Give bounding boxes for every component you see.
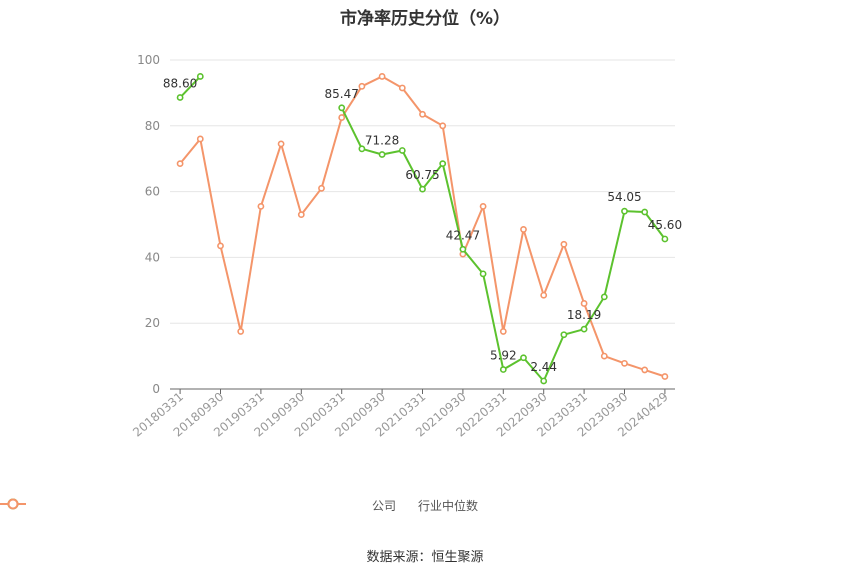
data-point	[338, 114, 346, 121]
data-label: 60.75	[405, 168, 439, 182]
data-point	[358, 145, 366, 153]
data-point	[338, 104, 346, 112]
data-point	[439, 122, 447, 130]
data-label: 2.44	[530, 360, 557, 374]
data-point	[358, 82, 366, 90]
data-point	[621, 207, 628, 215]
data-point	[621, 359, 628, 367]
data-point	[661, 373, 669, 380]
data-point	[196, 73, 204, 80]
legend-item-company[interactable]: 公司	[0, 497, 396, 514]
data-point	[479, 203, 487, 210]
chart-legend[interactable]: 公司 行业中位数	[0, 497, 850, 514]
data-label: 45.60	[648, 218, 682, 232]
series-line	[179, 75, 202, 99]
data-point	[459, 245, 467, 253]
data-label: 85.47	[325, 87, 359, 101]
series-line	[179, 75, 666, 378]
data-point	[499, 328, 507, 335]
data-point	[560, 331, 568, 339]
data-label: 71.28	[365, 133, 399, 147]
data-point	[297, 211, 305, 219]
data-point	[378, 151, 386, 158]
legend-item-industry-median[interactable]: 行业中位数	[0, 497, 479, 514]
series-line	[340, 107, 666, 382]
data-label: 88.60	[163, 77, 197, 91]
data-point	[277, 140, 285, 148]
data-point	[176, 160, 184, 168]
data-point	[479, 270, 487, 278]
data-point	[217, 242, 224, 250]
data-label: 18.19	[567, 308, 601, 322]
data-point	[520, 226, 527, 233]
y-tick-label: 40	[145, 250, 160, 264]
data-point	[580, 325, 588, 333]
data-point	[540, 377, 548, 385]
y-tick-label: 0	[152, 382, 160, 396]
y-tick-label: 100	[137, 53, 160, 67]
data-point	[540, 291, 548, 299]
data-point	[196, 135, 204, 143]
data-source-note: 数据来源：恒生聚源	[366, 550, 484, 565]
data-point	[499, 366, 507, 373]
data-point	[318, 184, 325, 192]
data-point	[661, 235, 669, 243]
data-point	[378, 73, 386, 80]
legend-label-company: 公司	[371, 499, 396, 513]
legend-marker-industry-median-icon	[0, 498, 26, 510]
data-label: 54.05	[607, 190, 641, 204]
data-point	[419, 110, 426, 118]
data-label: 42.47	[446, 228, 480, 242]
data-point	[560, 240, 568, 248]
legend-label-industry-median: 行业中位数	[418, 499, 479, 513]
data-point	[237, 328, 245, 335]
data-point	[600, 352, 608, 360]
data-point	[419, 185, 426, 193]
data-point	[600, 293, 608, 301]
data-point	[520, 354, 527, 362]
data-point	[641, 208, 649, 216]
data-point	[641, 366, 649, 374]
data-label: 5.92	[490, 349, 517, 363]
data-point	[580, 300, 588, 307]
data-point	[398, 84, 406, 92]
data-point	[176, 94, 184, 101]
y-tick-label: 80	[145, 119, 160, 133]
y-tick-label: 60	[145, 185, 160, 199]
data-point	[439, 160, 447, 168]
y-tick-label: 20	[145, 316, 160, 330]
chart-title: 市净率历史分位（%）	[339, 9, 511, 29]
data-point	[257, 203, 265, 210]
data-point	[398, 147, 406, 154]
